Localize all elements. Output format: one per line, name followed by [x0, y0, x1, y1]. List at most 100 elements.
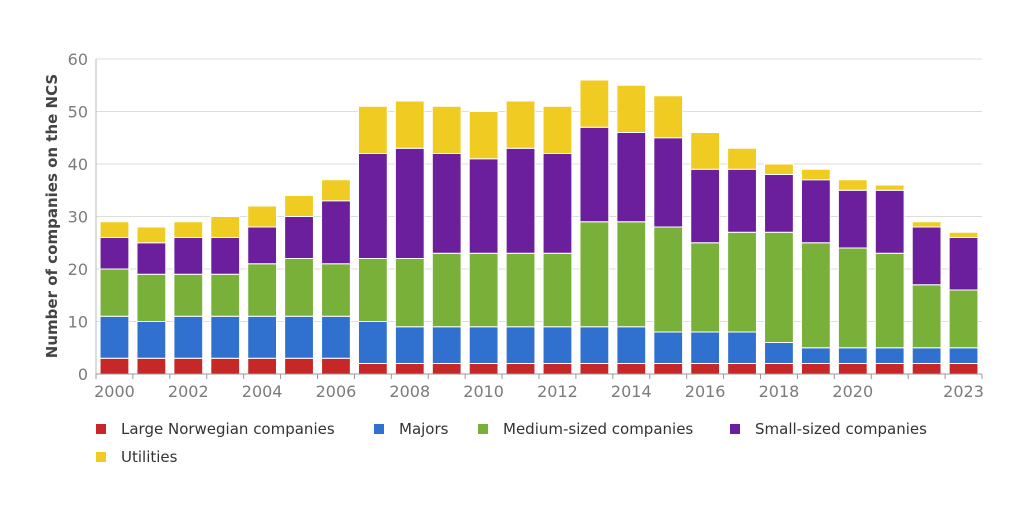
bar-small-sized-companies-2006	[321, 200, 351, 265]
legend-swatch	[478, 424, 488, 434]
bar-medium-sized-companies-2022	[911, 284, 942, 349]
bar-large-norwegian-companies-2023	[948, 363, 979, 375]
bar-large-norwegian-companies-2018	[764, 363, 794, 375]
x-tick-label: 2023	[943, 382, 984, 401]
bar-majors-2006	[321, 315, 351, 359]
bar-utilities-2018	[764, 163, 794, 175]
bar-medium-sized-companies-2005	[284, 258, 314, 317]
bar-utilities-2019	[800, 168, 831, 181]
bar-utilities-2011	[505, 100, 536, 149]
bar-majors-2005	[284, 315, 314, 359]
bars	[99, 79, 979, 375]
bar-large-norwegian-companies-2005	[284, 357, 314, 375]
bar-medium-sized-companies-2008	[394, 258, 425, 328]
bar-medium-sized-companies-2013	[579, 221, 610, 328]
bar-large-norwegian-companies-2008	[394, 363, 425, 375]
bar-large-norwegian-companies-2003	[210, 357, 241, 375]
bar-majors-2020	[837, 347, 868, 364]
bar-majors-2004	[247, 315, 278, 359]
x-tick-label: 2000	[94, 382, 135, 401]
bar-large-norwegian-companies-2019	[800, 363, 831, 375]
y-axis-title: Number of companies on the NCS	[43, 74, 61, 358]
legend-label: Medium-sized companies	[503, 420, 693, 438]
bar-medium-sized-companies-2016	[690, 242, 721, 333]
bar-utilities-2003	[210, 216, 241, 238]
bar-small-sized-companies-2002	[173, 237, 204, 275]
bar-small-sized-companies-2023	[948, 237, 979, 291]
bar-medium-sized-companies-2000	[99, 268, 130, 317]
legend-label: Utilities	[121, 448, 178, 466]
bar-small-sized-companies-2019	[800, 179, 831, 244]
bar-utilities-2004	[247, 205, 278, 228]
legend-swatch	[96, 452, 106, 462]
bar-large-norwegian-companies-2021	[874, 363, 905, 375]
bar-medium-sized-companies-2009	[431, 252, 462, 328]
bar-medium-sized-companies-2006	[321, 263, 351, 317]
bar-small-sized-companies-2020	[837, 189, 868, 249]
bar-majors-2021	[874, 347, 905, 364]
bar-utilities-2023	[948, 231, 979, 238]
x-tick-label: 2002	[168, 382, 209, 401]
y-tick-label: 60	[68, 50, 88, 69]
bar-medium-sized-companies-2007	[357, 258, 388, 322]
bar-small-sized-companies-2014	[616, 132, 647, 223]
bar-majors-2008	[394, 326, 425, 364]
x-tick-label: 2006	[316, 382, 357, 401]
bar-large-norwegian-companies-2022	[911, 363, 942, 375]
bar-large-norwegian-companies-2001	[136, 357, 167, 375]
bar-utilities-2002	[173, 221, 204, 238]
bar-small-sized-companies-2021	[874, 189, 905, 254]
x-tick-label: 2008	[389, 382, 430, 401]
bar-majors-2015	[653, 331, 684, 364]
bar-small-sized-companies-2011	[505, 147, 536, 254]
bar-majors-2022	[911, 347, 942, 364]
bar-majors-2013	[579, 326, 610, 364]
bar-large-norwegian-companies-2007	[357, 363, 388, 375]
y-tick-label: 30	[68, 208, 88, 227]
bar-medium-sized-companies-2023	[948, 289, 979, 349]
bar-majors-2000	[99, 315, 130, 359]
y-tick-label: 0	[78, 365, 88, 384]
bar-small-sized-companies-2022	[911, 226, 942, 286]
bar-utilities-2015	[653, 95, 684, 139]
bar-large-norwegian-companies-2015	[653, 363, 684, 375]
legend-label: Majors	[399, 420, 449, 438]
legend-label: Large Norwegian companies	[121, 420, 335, 438]
bar-majors-2009	[431, 326, 462, 364]
bar-large-norwegian-companies-2011	[505, 363, 536, 375]
bar-medium-sized-companies-2011	[505, 252, 536, 328]
bar-medium-sized-companies-2021	[874, 252, 905, 349]
y-tick-label: 50	[68, 103, 88, 122]
bar-utilities-2007	[357, 105, 388, 154]
legend-swatch	[96, 424, 106, 434]
bar-small-sized-companies-2015	[653, 137, 684, 228]
bar-majors-2001	[136, 321, 167, 359]
x-tick-label: 2012	[537, 382, 578, 401]
bar-medium-sized-companies-2018	[764, 231, 794, 343]
bar-small-sized-companies-2012	[542, 153, 573, 254]
bar-large-norwegian-companies-2009	[431, 363, 462, 375]
legend-item-utilities: Utilities	[96, 448, 178, 466]
bar-medium-sized-companies-2002	[173, 273, 204, 317]
bar-small-sized-companies-2016	[690, 168, 721, 244]
x-tick-label: 2018	[759, 382, 800, 401]
y-tick-label: 20	[68, 260, 88, 279]
bar-large-norwegian-companies-2004	[247, 357, 278, 375]
bar-large-norwegian-companies-2017	[727, 363, 757, 375]
bar-medium-sized-companies-2017	[727, 231, 757, 333]
bar-majors-2007	[357, 321, 388, 364]
x-tick-label: 2014	[611, 382, 652, 401]
x-tick-label: 2020	[832, 382, 873, 401]
bar-utilities-2010	[468, 111, 499, 160]
legend: Large Norwegian companies Majors Medium-si…	[96, 420, 927, 466]
bar-medium-sized-companies-2014	[616, 221, 647, 328]
bar-majors-2012	[542, 326, 573, 364]
y-tick-label: 40	[68, 155, 88, 174]
x-tick-label: 2016	[685, 382, 726, 401]
bar-small-sized-companies-2017	[727, 168, 757, 233]
bar-medium-sized-companies-2003	[210, 273, 241, 317]
legend-item-medium-sized-companies: Medium-sized companies	[478, 420, 693, 438]
bar-small-sized-companies-2018	[764, 174, 794, 233]
bar-medium-sized-companies-2004	[247, 263, 278, 317]
